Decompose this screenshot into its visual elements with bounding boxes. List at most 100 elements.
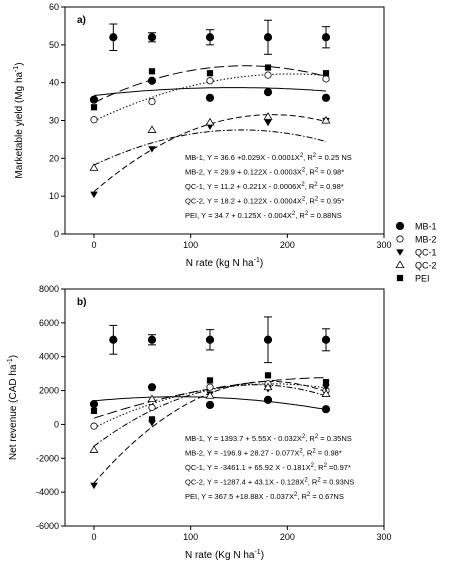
superscript: 2 [311, 463, 315, 469]
legend-label: QC-2 [415, 261, 437, 271]
y-tick-label: 60 [49, 2, 59, 12]
legend-marker-mb-2 [396, 235, 404, 243]
point-mb-2 [322, 75, 330, 83]
point-qc-1 [148, 146, 156, 153]
panel-a-marketable-yield: 0 100 200 300 0 10 20 30 40 50 60 N rate (kg N ha-1… [13, 2, 392, 269]
regression-equation: QC-2, Y = -1287.4 + 43.1X - 0.128X2, R2 … [185, 478, 354, 487]
superscript: 2 [315, 434, 319, 440]
legend-label: MB-2 [415, 235, 437, 245]
y-axis-label: Marketable yield (Mg ha-1) [13, 62, 25, 178]
point-mb-1 [147, 383, 157, 392]
point-qc-2 [321, 115, 331, 124]
point-mb-1 [89, 95, 99, 104]
point-mb-1 [147, 76, 157, 85]
x-axis-label: N rate (kg N ha-1) [186, 257, 263, 269]
point-mb-1 [147, 335, 157, 344]
legend-marker-mb-1 [395, 221, 405, 231]
superscript: 2 [315, 197, 319, 203]
superscript: 2 [312, 449, 316, 455]
panel-b-net-revenue: 0 100 200 300 -6000 -4000 -2000 0 2000 4000 6000 80… [7, 284, 392, 561]
fit-curve-mb-1 [93, 87, 327, 96]
y-tick-label: 10 [49, 191, 59, 201]
point-pei [148, 416, 156, 423]
point-pei [90, 104, 98, 111]
point-qc-2 [147, 394, 157, 403]
point-qc-1 [322, 384, 330, 391]
superscript: 2 [307, 492, 311, 498]
point-mb-1 [321, 405, 331, 414]
y-axis-label: Net revenue (CAD ha-1) [7, 355, 19, 460]
superscript: 2 [302, 168, 306, 174]
legend-label: PEI [415, 274, 430, 284]
y-tick-label: 50 [49, 40, 59, 50]
point-mb-1 [109, 335, 118, 344]
x-tick-label: 200 [280, 532, 295, 542]
point-mb-1 [321, 93, 331, 102]
x-tick-label: 200 [280, 240, 295, 250]
regression-equation: MB-2, Y = 29.9 + 0.122X - 0.0003X2, R2 =… [185, 168, 344, 177]
panel-label: b) [77, 297, 86, 308]
y-tick-label: 30 [49, 116, 59, 126]
fit-curve-qc-2 [93, 129, 327, 166]
point-mb-1 [89, 400, 99, 409]
point-pei [90, 407, 98, 414]
regression-equation: MB-1, Y = 1393.7 + 5.55X - 0.032X2, R2 =… [185, 434, 352, 443]
regression-equation: QC-1, Y = 11.2 + 0.221X - 0.0006X2, R2 =… [185, 182, 344, 191]
superscript: 2 [313, 153, 317, 159]
legend-marker-qc-1 [396, 249, 404, 256]
y-tick-label: 0 [54, 229, 59, 239]
point-qc-2 [89, 163, 99, 171]
point-pei [322, 379, 330, 386]
y-tick-label: -2000 [36, 453, 59, 463]
y-tick-label: 40 [49, 78, 59, 88]
point-mb-1 [205, 335, 215, 344]
legend-marker-pei [396, 274, 404, 282]
point-qc-2 [263, 112, 273, 120]
point-pei [206, 377, 214, 384]
y-tick-label: 20 [49, 153, 59, 163]
legend: MB-1 MB-2 QC-1 QC-2 PEI [395, 221, 437, 284]
y-tick-label: 6000 [39, 318, 59, 328]
superscript: 2 [324, 463, 328, 469]
superscript: 2 [314, 182, 318, 188]
x-tick-label: 100 [183, 240, 198, 250]
point-pei [206, 70, 214, 77]
y-tick-label: 4000 [39, 352, 59, 362]
y-tick-label: 8000 [39, 284, 59, 294]
superscript: 2 [294, 492, 298, 498]
point-mb-2 [206, 383, 214, 391]
point-qc-2 [321, 389, 331, 397]
x-tick-label: 0 [91, 240, 96, 250]
point-qc-2 [89, 445, 99, 453]
point-mb-1 [321, 33, 331, 42]
superscript: 2 [301, 182, 305, 188]
point-pei [322, 70, 330, 77]
y-tick-label: -6000 [36, 521, 59, 531]
point-qc-2 [147, 125, 157, 133]
regression-equation: PEI, Y = 367.5 +18.88X - 0.037X2, R2 = 0… [185, 492, 344, 501]
superscript: 2 [315, 168, 319, 174]
point-mb-2 [90, 422, 98, 430]
point-mb-2 [90, 116, 98, 124]
y-tick-label: -4000 [36, 487, 59, 497]
point-mb-1 [109, 33, 118, 42]
x-tick-label: 0 [91, 532, 96, 542]
x-axis-label: N rate (Kg N ha-1) [185, 549, 264, 561]
point-mb-1 [263, 395, 273, 404]
point-qc-1 [90, 191, 98, 199]
point-qc-2 [205, 391, 215, 399]
regression-equation: MB-2, Y = -196.9 + 28.27 - 0.077X2, R2 =… [185, 449, 342, 458]
point-mb-1 [263, 335, 273, 344]
point-mb-2 [206, 77, 214, 85]
point-mb-1 [321, 335, 331, 344]
point-mb-1 [205, 33, 215, 42]
point-mb-2 [148, 97, 156, 106]
point-mb-2 [148, 403, 156, 412]
superscript: 2 [302, 197, 306, 203]
point-mb-1 [263, 88, 273, 97]
point-mb-1 [205, 93, 215, 102]
regression-equation: PEI, Y = 34.7 + 0.125X - 0.004X2, R2 = 0… [185, 211, 342, 220]
point-mb-1 [147, 33, 157, 42]
legend-label: QC-1 [415, 248, 437, 258]
